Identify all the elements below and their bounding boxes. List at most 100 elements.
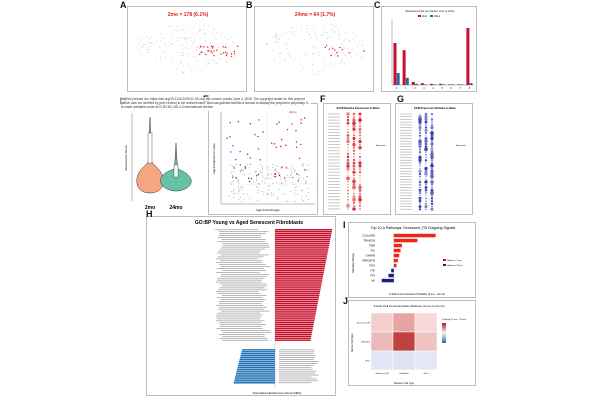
umap-senescent-point bbox=[226, 52, 228, 55]
dot-plot-point bbox=[419, 113, 421, 115]
umap-senescent-point bbox=[334, 49, 336, 51]
umap-point bbox=[289, 57, 291, 59]
umap-point bbox=[318, 70, 320, 72]
volcano-point bbox=[292, 177, 294, 179]
volcano-point bbox=[295, 189, 297, 191]
dot-plot-point bbox=[346, 164, 350, 168]
h-bar-positive bbox=[275, 232, 332, 235]
dot-plot-point bbox=[424, 117, 428, 121]
umap-point bbox=[304, 54, 306, 56]
h-term-label bbox=[218, 250, 261, 252]
c-tick-label: 4 bbox=[432, 87, 434, 90]
dot-plot-row-label bbox=[400, 138, 412, 139]
volcano-point-up-young bbox=[235, 158, 237, 161]
h-bar-positive bbox=[275, 320, 315, 322]
umap-point bbox=[211, 31, 213, 33]
dot-plot-row-label bbox=[400, 189, 412, 191]
volcano-point bbox=[291, 173, 293, 175]
umap-point bbox=[190, 53, 192, 55]
umap-point bbox=[341, 65, 343, 67]
h-bar-negative bbox=[233, 382, 275, 384]
dot-plot-point bbox=[352, 142, 356, 147]
volcano-point bbox=[231, 183, 233, 185]
umap-point bbox=[226, 61, 228, 63]
dot-plot-point bbox=[358, 164, 362, 168]
volcano-point-up-aged bbox=[278, 174, 281, 177]
dot-plot-point bbox=[419, 167, 421, 170]
umap-point bbox=[197, 32, 199, 34]
dot-plot-point bbox=[430, 188, 434, 192]
volcano-point bbox=[285, 180, 287, 182]
h-term-label bbox=[279, 378, 317, 380]
umap-point bbox=[147, 47, 149, 49]
h-term-label bbox=[217, 237, 262, 238]
umap-point bbox=[160, 34, 162, 36]
umap-point bbox=[142, 44, 144, 46]
umap-senescent-point bbox=[224, 46, 227, 48]
dot-plot-point bbox=[424, 204, 428, 209]
umap-point bbox=[199, 29, 201, 31]
h-bar-positive bbox=[275, 242, 330, 245]
h-term-label bbox=[219, 324, 267, 326]
dot-plot-point bbox=[352, 149, 356, 152]
umap-point bbox=[319, 52, 321, 54]
dot-plot-point bbox=[418, 199, 422, 203]
h-term-label bbox=[279, 355, 316, 357]
volcano-point bbox=[307, 191, 309, 193]
umap-point bbox=[149, 37, 151, 39]
umap-senescent-point bbox=[348, 52, 350, 54]
volcano-point-up-aged bbox=[296, 146, 298, 148]
h-term-label bbox=[218, 322, 262, 324]
dot-plot-point bbox=[358, 204, 362, 207]
legend-i-2mo: Higher in 2 mo bbox=[447, 259, 462, 262]
umap-senescent-point bbox=[199, 53, 201, 56]
umap-point bbox=[334, 66, 336, 68]
volcano-point bbox=[267, 169, 269, 171]
j-col-label: Other bbox=[423, 372, 428, 375]
j-heatmap-cell bbox=[414, 312, 438, 333]
umap-point bbox=[169, 33, 171, 35]
umap-point bbox=[183, 54, 185, 56]
h-bar-positive bbox=[275, 312, 316, 314]
umap-point bbox=[183, 72, 185, 74]
volcano-point bbox=[228, 195, 230, 197]
i-category-label: THBS bbox=[369, 245, 376, 247]
umap-point bbox=[193, 69, 195, 71]
dot-plot-point bbox=[424, 126, 428, 129]
dot-plot-row-label bbox=[400, 200, 412, 202]
umap-point bbox=[233, 58, 235, 60]
dot-plot-row-label bbox=[400, 151, 412, 153]
volcano-point bbox=[267, 193, 269, 195]
volcano-point bbox=[257, 192, 259, 194]
dot-plot-point bbox=[424, 145, 428, 148]
umap-point bbox=[271, 50, 273, 52]
umap-point bbox=[283, 60, 285, 62]
dot-plot-point bbox=[346, 121, 350, 125]
umap-point bbox=[208, 62, 210, 64]
dot-plot-row-label bbox=[400, 168, 412, 169]
umap-senescent-point bbox=[230, 53, 233, 55]
h-bar-negative bbox=[240, 356, 275, 359]
umap-point bbox=[191, 39, 193, 41]
volcano-point bbox=[276, 170, 278, 172]
umap-point bbox=[311, 67, 313, 69]
volcano-point bbox=[233, 171, 235, 173]
umap-point bbox=[141, 45, 143, 47]
volcano-point bbox=[243, 193, 245, 195]
dot-plot-point bbox=[418, 169, 422, 173]
c-bar bbox=[448, 84, 452, 85]
umap-point bbox=[188, 66, 190, 68]
volcano-point-up-young bbox=[249, 123, 252, 125]
umap-point bbox=[198, 31, 200, 33]
i-bar bbox=[393, 263, 397, 268]
volcano-point bbox=[262, 175, 264, 177]
umap-point bbox=[290, 27, 292, 29]
h-term-label bbox=[222, 242, 269, 244]
volcano-point bbox=[277, 172, 279, 174]
volcano-point-up-aged bbox=[280, 145, 282, 148]
volcano-point-up-young bbox=[254, 134, 256, 136]
volcano-point bbox=[278, 189, 280, 191]
dot-plot-ecm: ECM Expression Relative to Mean Expressi… bbox=[400, 106, 466, 211]
dot-plot-point bbox=[347, 198, 349, 201]
dot-plot-point bbox=[359, 177, 361, 179]
